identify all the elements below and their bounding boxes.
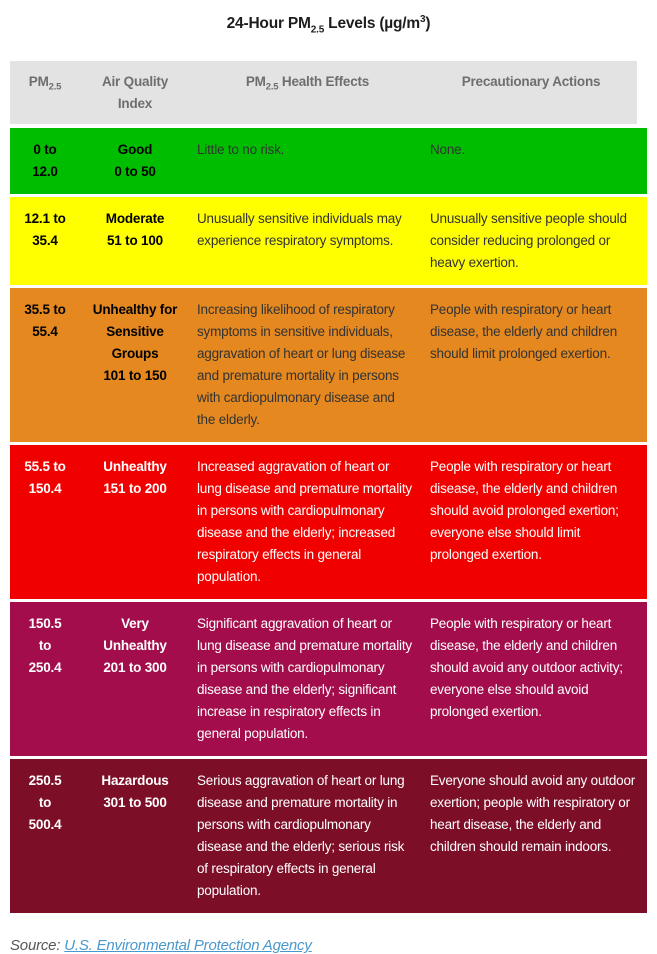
- title-subscript: 2.5: [310, 24, 325, 36]
- pm25-range-cell: 55.5 to 150.4: [24, 459, 66, 497]
- aqi-category: Unhealthy for Sensitive Groups: [92, 302, 178, 362]
- precautionary-actions-cell: People with respiratory or heart disease…: [430, 302, 618, 362]
- aqi-cell: Very Unhealthy 201 to 300: [80, 613, 190, 679]
- precautionary-actions-cell: None.: [430, 142, 466, 158]
- header-health-sub: 2.5: [265, 81, 279, 93]
- health-effects-cell: Increasing likelihood of respiratory sym…: [197, 302, 406, 428]
- pm25-range-cell: 0 to 12.0: [32, 142, 58, 180]
- aqi-range: 201 to 300: [103, 660, 167, 676]
- header-precautionary-label: Precautionary Actions: [461, 74, 601, 90]
- aqi-category: Unhealthy: [103, 459, 167, 475]
- source-label: Source:: [10, 937, 61, 954]
- aqi-range: 301 to 500: [103, 795, 167, 811]
- header-health-effects-label: PM2.5 Health Effects: [190, 71, 425, 99]
- health-effects-cell: Unusually sensitive individuals may expe…: [197, 211, 402, 249]
- table-row-very-unhealthy: 150.5 to 250.4 Very Unhealthy 201 to 300…: [10, 602, 647, 757]
- aqi-range: 0 to 50: [114, 164, 156, 180]
- aqi-cell: Moderate 51 to 100: [80, 208, 190, 252]
- aqi-cell: Good 0 to 50: [80, 139, 190, 183]
- aqi-cell: Unhealthy 151 to 200: [80, 456, 190, 500]
- aqi-category: Very Unhealthy: [103, 616, 167, 654]
- precautionary-actions-cell: People with respiratory or heart disease…: [430, 459, 619, 563]
- health-effects-cell: Increased aggravation of heart or lung d…: [197, 459, 412, 585]
- precautionary-actions-cell: Everyone should avoid any outdoor exerti…: [430, 773, 636, 855]
- table-header: PM2.5 Air Quality Index PM2.5 Health Eff…: [10, 61, 637, 125]
- aqi-category: Hazardous: [101, 773, 169, 789]
- aqi-table: PM2.5 Air Quality Index PM2.5 Health Eff…: [10, 61, 647, 914]
- table-row-moderate: 12.1 to 35.4 Moderate 51 to 100 Unusuall…: [10, 197, 647, 286]
- table-row-good: 0 to 12.0 Good 0 to 50 Little to no risk…: [10, 128, 647, 195]
- header-pm25-sub: 2.5: [48, 81, 62, 93]
- pm25-range-cell: 150.5 to 250.4: [28, 616, 62, 676]
- health-effects-cell: Significant aggravation of heart or lung…: [197, 616, 412, 742]
- health-effects-cell: Little to no risk.: [197, 142, 285, 158]
- aqi-cell: Hazardous 301 to 500: [80, 770, 190, 814]
- aqi-range: 101 to 150: [103, 368, 167, 384]
- health-effects-cell: Serious aggravation of heart or lung dis…: [197, 773, 405, 899]
- aqi-range: 51 to 100: [107, 233, 163, 249]
- pm25-range-cell: 12.1 to 35.4: [24, 211, 66, 249]
- title-superscript: 3: [420, 14, 426, 25]
- page-title: 24-Hour PM2.5 Levels (µg/m3): [0, 0, 657, 35]
- precautionary-actions-cell: Unusually sensitive people should consid…: [430, 211, 627, 271]
- aqi-range: 151 to 200: [103, 481, 167, 497]
- header-health-prefix: PM: [245, 74, 266, 90]
- header-pm25-prefix: PM: [28, 74, 49, 90]
- pm25-range-cell: 35.5 to 55.4: [24, 302, 66, 340]
- pm25-range-cell: 250.5 to 500.4: [28, 773, 62, 833]
- aqi-category: Good: [117, 142, 153, 158]
- title-text: 24-Hour PM: [226, 15, 311, 33]
- table-row-hazardous: 250.5 to 500.4 Hazardous 301 to 500 Seri…: [10, 759, 647, 914]
- aqi-category: Moderate: [105, 211, 165, 227]
- table-row-unhealthy: 55.5 to 150.4 Unhealthy 151 to 200 Incre…: [10, 445, 647, 600]
- header-pm25-label: PM2.5: [10, 71, 80, 99]
- table-row-unhealthy-sensitive: 35.5 to 55.4 Unhealthy for Sensitive Gro…: [10, 288, 647, 443]
- aqi-cell: Unhealthy for Sensitive Groups 101 to 15…: [80, 299, 190, 387]
- source-link[interactable]: U.S. Environmental Protection Agency: [64, 937, 312, 954]
- precautionary-actions-cell: People with respiratory or heart disease…: [430, 616, 623, 720]
- source-line: Source: U.S. Environmental Protection Ag…: [10, 937, 657, 954]
- title-text-3: ): [425, 15, 431, 33]
- header-health-suffix: Health Effects: [278, 74, 370, 90]
- title-text-2: Levels (µg/m: [324, 15, 420, 33]
- header-aqi-label: Air Quality Index: [101, 74, 169, 112]
